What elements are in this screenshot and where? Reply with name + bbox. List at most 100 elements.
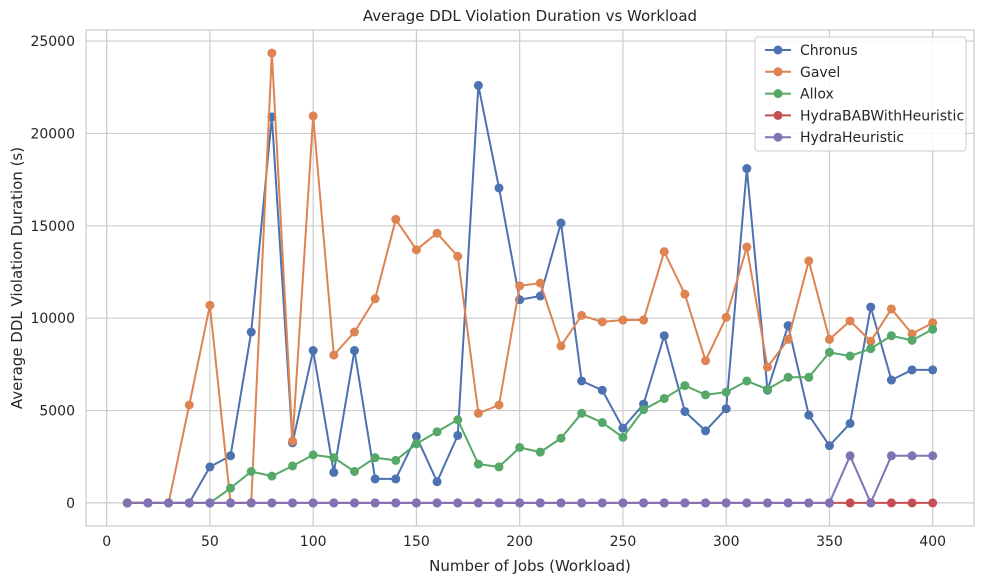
data-point-gavel <box>391 214 401 224</box>
data-point-allox <box>783 372 793 382</box>
x-tick-label: 250 <box>610 534 637 550</box>
legend-label: HydraHeuristic <box>800 130 904 146</box>
data-point-allox <box>473 459 483 469</box>
data-point-chronus <box>494 183 504 193</box>
data-point-hydraheuristic <box>453 498 463 508</box>
data-point-gavel <box>267 48 277 58</box>
data-point-hydraheuristic <box>907 451 917 461</box>
data-point-gavel <box>783 334 793 344</box>
series-group <box>122 48 938 508</box>
data-point-chronus <box>329 467 339 477</box>
data-point-hydraheuristic <box>556 498 566 508</box>
data-point-hydraheuristic <box>122 498 132 508</box>
data-point-hydraheuristic <box>267 498 277 508</box>
legend-label: HydraBABWithHeuristic <box>800 108 964 124</box>
data-point-allox <box>453 415 463 425</box>
data-point-hydraheuristic <box>597 498 607 508</box>
data-point-hydraheuristic <box>205 498 215 508</box>
data-point-gavel <box>928 318 938 328</box>
data-point-allox <box>742 376 752 386</box>
data-point-allox <box>411 439 421 449</box>
data-point-chronus <box>205 462 215 472</box>
data-point-allox <box>886 331 896 341</box>
data-point-chronus <box>391 474 401 484</box>
data-point-chronus <box>742 164 752 174</box>
data-point-hydraheuristic <box>164 498 174 508</box>
data-point-hydraheuristic <box>742 498 752 508</box>
data-point-chronus <box>824 441 834 451</box>
data-point-gavel <box>515 281 525 291</box>
data-point-allox <box>577 408 587 418</box>
legend: Chronus Gavel Allox HydraBABWithHeuristic Hy… <box>754 36 967 152</box>
y-tick-label: 20000 <box>30 126 75 142</box>
data-point-gavel <box>639 315 649 325</box>
data-point-chronus <box>618 423 628 433</box>
x-tick-label: 300 <box>713 534 740 550</box>
data-point-gavel <box>762 362 772 372</box>
data-point-allox <box>432 427 442 437</box>
data-point-chronus <box>535 291 545 301</box>
legend-label: Allox <box>800 87 834 103</box>
data-point-allox <box>494 462 504 472</box>
data-point-chronus <box>886 375 896 385</box>
series-line-hydraheuristic <box>127 454 933 504</box>
x-tick-label: 400 <box>919 534 946 550</box>
y-tick-label: 10000 <box>30 311 75 327</box>
series-line-chronus <box>127 84 933 504</box>
data-point-gavel <box>556 341 566 351</box>
data-point-chronus <box>866 302 876 312</box>
data-point-allox <box>597 418 607 428</box>
data-point-allox <box>639 405 649 415</box>
data-point-chronus <box>845 418 855 428</box>
data-point-chronus <box>473 80 483 90</box>
data-point-allox <box>701 390 711 400</box>
legend-marker <box>773 132 783 142</box>
data-point-chronus <box>349 346 359 356</box>
data-point-hydrababwithheuristic <box>886 498 896 508</box>
data-point-gavel <box>680 289 690 299</box>
data-point-gavel <box>618 315 628 325</box>
data-point-hydraheuristic <box>804 498 814 508</box>
data-point-hydraheuristic <box>701 498 711 508</box>
x-tick-label: 350 <box>816 534 843 550</box>
data-point-allox <box>866 344 876 354</box>
data-point-hydraheuristic <box>577 498 587 508</box>
data-point-gavel <box>742 242 752 252</box>
data-point-allox <box>288 461 298 471</box>
data-point-hydraheuristic <box>246 498 256 508</box>
legend-item-hydrababwithheuristic: HydraBABWithHeuristic <box>765 108 964 124</box>
data-point-allox <box>618 432 628 442</box>
data-point-hydrababwithheuristic <box>907 498 917 508</box>
data-point-hydraheuristic <box>783 498 793 508</box>
data-point-hydraheuristic <box>473 498 483 508</box>
x-tick-label: 100 <box>300 534 327 550</box>
data-point-gavel <box>701 356 711 366</box>
data-point-hydraheuristic <box>349 498 359 508</box>
data-point-hydraheuristic <box>515 498 525 508</box>
y-tick-label: 25000 <box>30 34 75 50</box>
data-point-hydraheuristic <box>432 498 442 508</box>
data-point-allox <box>370 453 380 463</box>
data-point-chronus <box>577 376 587 386</box>
data-point-allox <box>556 433 566 443</box>
data-point-hydraheuristic <box>226 498 236 508</box>
data-point-hydraheuristic <box>618 498 628 508</box>
data-point-gavel <box>184 400 194 410</box>
data-point-chronus <box>246 327 256 337</box>
data-point-hydraheuristic <box>845 451 855 461</box>
data-point-gavel <box>535 278 545 288</box>
legend-marker <box>773 110 783 120</box>
data-point-hydraheuristic <box>721 498 731 508</box>
data-point-hydraheuristic <box>886 451 896 461</box>
data-point-hydraheuristic <box>143 498 153 508</box>
data-point-hydraheuristic <box>370 498 380 508</box>
data-point-allox <box>535 447 545 457</box>
data-point-hydraheuristic <box>391 498 401 508</box>
data-point-hydraheuristic <box>288 498 298 508</box>
data-point-allox <box>246 467 256 476</box>
y-tick-label: 15000 <box>30 219 75 235</box>
data-point-allox <box>659 394 669 404</box>
data-point-gavel <box>411 245 421 255</box>
y-tick-label: 5000 <box>39 404 75 420</box>
data-point-hydraheuristic <box>329 498 339 508</box>
